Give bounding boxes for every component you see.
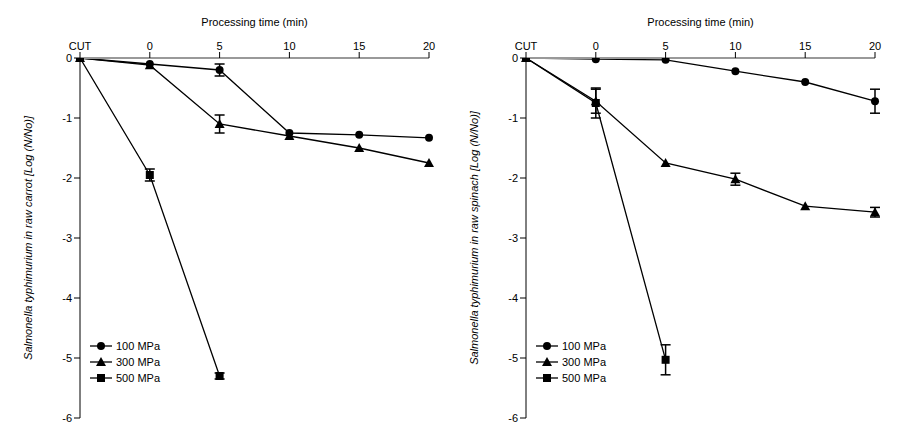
html-text:300 MPa: 300 MPa [562,356,606,368]
svg-text:5: 5 [663,40,669,52]
svg-text:20: 20 [423,40,435,52]
html-text:100 MPa: 100 MPa [116,340,160,352]
svg-text:15: 15 [799,40,811,52]
svg-text:CUT: CUT [69,40,92,52]
html-text:300 MPa: 300 MPa [116,356,160,368]
svg-text:Processing time (min): Processing time (min) [201,16,307,28]
svg-text:0: 0 [147,40,153,52]
svg-text:10: 10 [283,40,295,52]
svg-text:Salmonella typhimurium in raw: Salmonella typhimurium in raw spinach [L… [468,110,480,365]
svg-text:-2: -2 [508,172,518,184]
svg-text:15: 15 [353,40,365,52]
svg-text:-4: -4 [508,292,518,304]
svg-text:20: 20 [869,40,881,52]
svg-text:Processing time (min): Processing time (min) [647,16,753,28]
svg-text:10: 10 [729,40,741,52]
svg-text:Salmonella typhimurium in raw: Salmonella typhimurium in raw carrot [Lo… [22,115,34,360]
html-text:500 MPa: 500 MPa [562,372,606,384]
svg-text:CUT: CUT [515,40,538,52]
svg-text:-6: -6 [62,412,72,424]
svg-text:-1: -1 [62,112,72,124]
svg-text:-3: -3 [508,232,518,244]
svg-text:0: 0 [593,40,599,52]
svg-text:-6: -6 [508,412,518,424]
svg-text:-5: -5 [62,352,72,364]
svg-text:0: 0 [512,52,518,64]
html-text:500 MPa: 500 MPa [116,372,160,384]
svg-text:-3: -3 [62,232,72,244]
svg-text:-1: -1 [508,112,518,124]
svg-text:5: 5 [217,40,223,52]
svg-text:-2: -2 [62,172,72,184]
html-text:100 MPa: 100 MPa [562,340,606,352]
svg-text:-5: -5 [508,352,518,364]
svg-text:0: 0 [66,52,72,64]
svg-text:-4: -4 [62,292,72,304]
